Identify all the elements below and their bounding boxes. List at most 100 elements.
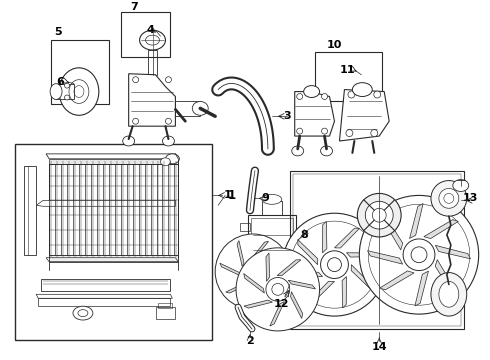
Bar <box>315 52 382 102</box>
Polygon shape <box>298 240 318 265</box>
Polygon shape <box>49 255 178 262</box>
Bar <box>293 174 461 326</box>
Ellipse shape <box>50 84 62 99</box>
Text: 2: 2 <box>246 336 254 346</box>
Bar <box>147 50 157 75</box>
Text: 12: 12 <box>274 299 290 309</box>
Polygon shape <box>410 203 423 238</box>
Ellipse shape <box>74 86 84 98</box>
Ellipse shape <box>212 85 224 94</box>
Text: 9: 9 <box>261 193 269 203</box>
Polygon shape <box>340 90 389 141</box>
Ellipse shape <box>372 208 386 222</box>
Ellipse shape <box>236 248 319 331</box>
Polygon shape <box>237 240 244 266</box>
Ellipse shape <box>431 181 467 216</box>
Polygon shape <box>49 159 178 164</box>
Ellipse shape <box>161 158 171 166</box>
Ellipse shape <box>371 130 378 136</box>
Ellipse shape <box>374 91 381 98</box>
Polygon shape <box>351 265 371 289</box>
Bar <box>121 13 171 57</box>
Bar <box>41 279 171 291</box>
Text: 10: 10 <box>327 40 342 50</box>
Polygon shape <box>291 272 322 276</box>
Ellipse shape <box>327 258 342 271</box>
Ellipse shape <box>166 118 171 124</box>
Polygon shape <box>277 260 301 275</box>
Ellipse shape <box>163 136 174 146</box>
Ellipse shape <box>411 247 427 263</box>
Polygon shape <box>36 201 175 206</box>
Ellipse shape <box>133 77 139 83</box>
Ellipse shape <box>73 306 93 320</box>
Bar <box>262 201 282 215</box>
Polygon shape <box>252 281 260 306</box>
Ellipse shape <box>439 189 459 208</box>
Bar <box>248 215 295 267</box>
Polygon shape <box>260 262 287 265</box>
Text: 8: 8 <box>301 230 309 240</box>
Bar <box>175 102 200 116</box>
Polygon shape <box>244 300 272 308</box>
Ellipse shape <box>78 310 88 316</box>
Ellipse shape <box>243 262 263 282</box>
Ellipse shape <box>357 193 401 237</box>
Polygon shape <box>226 282 250 293</box>
Ellipse shape <box>359 195 479 314</box>
Ellipse shape <box>439 282 459 307</box>
Ellipse shape <box>453 180 469 192</box>
Polygon shape <box>220 263 242 277</box>
Ellipse shape <box>403 239 435 271</box>
Ellipse shape <box>133 118 139 124</box>
Text: 7: 7 <box>130 3 138 13</box>
Polygon shape <box>368 251 403 264</box>
Polygon shape <box>244 274 265 293</box>
Bar <box>56 84 74 99</box>
Bar <box>158 303 172 308</box>
Ellipse shape <box>192 102 208 115</box>
Polygon shape <box>335 228 360 248</box>
Bar <box>15 144 212 340</box>
Polygon shape <box>265 271 279 293</box>
Ellipse shape <box>262 194 282 204</box>
Bar <box>24 166 36 255</box>
Ellipse shape <box>348 91 355 98</box>
Bar <box>49 164 178 255</box>
Ellipse shape <box>297 128 303 134</box>
Ellipse shape <box>65 95 70 100</box>
Ellipse shape <box>366 201 393 229</box>
Polygon shape <box>424 220 458 239</box>
Bar <box>240 223 250 231</box>
Text: 6: 6 <box>56 77 64 87</box>
Bar <box>51 40 109 104</box>
Text: 13: 13 <box>463 193 478 203</box>
Text: 11: 11 <box>340 65 355 75</box>
Polygon shape <box>384 216 403 250</box>
Polygon shape <box>270 302 285 326</box>
Polygon shape <box>346 253 378 257</box>
Ellipse shape <box>321 94 327 99</box>
Ellipse shape <box>166 77 171 83</box>
Ellipse shape <box>122 136 135 146</box>
Polygon shape <box>380 271 414 290</box>
Ellipse shape <box>166 154 179 164</box>
Ellipse shape <box>320 251 348 279</box>
Text: 1: 1 <box>223 190 231 201</box>
Ellipse shape <box>266 278 290 301</box>
Ellipse shape <box>215 234 291 309</box>
Text: 3: 3 <box>283 111 291 121</box>
Ellipse shape <box>272 283 284 295</box>
Polygon shape <box>322 221 327 253</box>
Text: 1: 1 <box>228 189 236 202</box>
Ellipse shape <box>321 128 327 134</box>
Polygon shape <box>266 253 270 281</box>
Ellipse shape <box>146 35 159 45</box>
Polygon shape <box>291 292 303 319</box>
Text: 14: 14 <box>371 342 387 352</box>
Text: 4: 4 <box>147 25 154 35</box>
Ellipse shape <box>297 94 303 99</box>
Ellipse shape <box>65 83 70 88</box>
Bar <box>38 298 171 306</box>
Polygon shape <box>415 271 428 306</box>
